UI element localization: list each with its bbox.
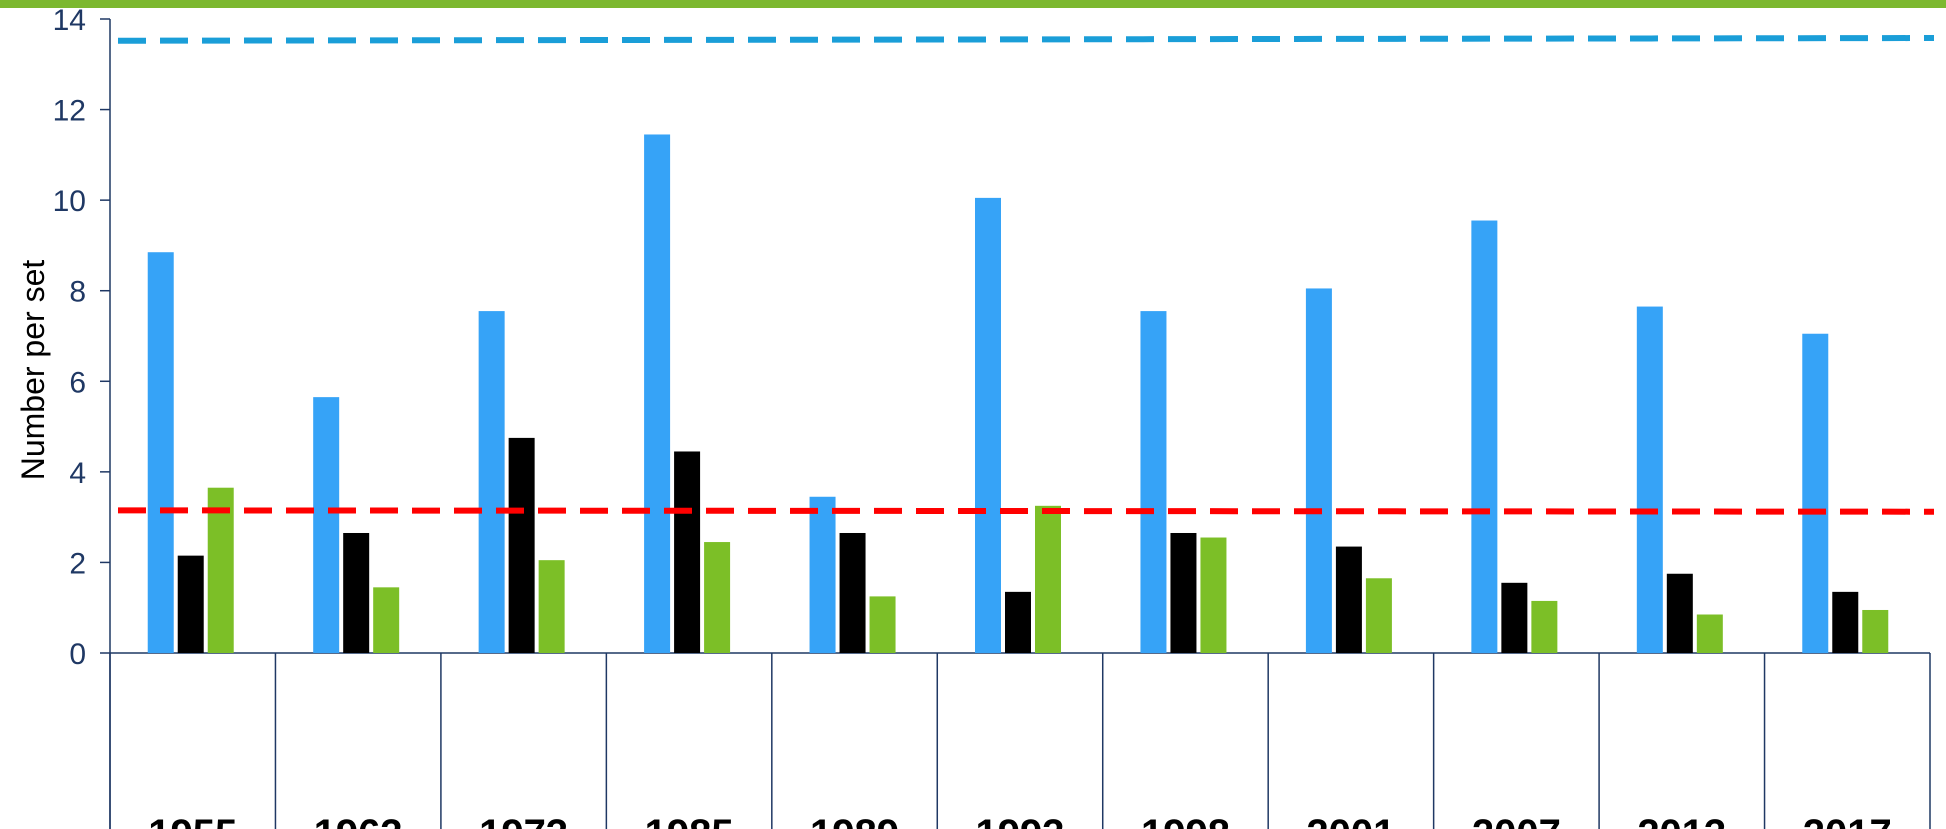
bar — [147, 252, 174, 653]
bar — [207, 487, 234, 653]
bar — [1666, 573, 1693, 653]
bar — [1200, 537, 1227, 653]
bar — [869, 596, 896, 653]
reference-line — [117, 35, 1935, 44]
top-accent-band — [0, 0, 1946, 8]
bar — [1140, 311, 1167, 653]
x-tick-label: 1998 — [1141, 812, 1230, 829]
bar — [704, 542, 731, 653]
x-tick-label: 1955 — [148, 812, 237, 829]
bar — [538, 560, 565, 653]
bar — [839, 532, 866, 653]
bar — [1696, 614, 1723, 653]
bar — [343, 532, 370, 653]
bar — [809, 496, 836, 653]
reference-line — [117, 507, 1935, 515]
y-tick-label: 8 — [69, 276, 86, 309]
y-tick-label: 10 — [53, 185, 86, 218]
y-tick-label: 14 — [53, 4, 86, 37]
y-axis-title: Number per set — [15, 260, 51, 481]
x-tick-label: 1989 — [810, 812, 899, 829]
reference-lines — [117, 35, 1935, 515]
bar — [1832, 591, 1859, 653]
bar — [1305, 288, 1332, 653]
bar — [177, 555, 204, 653]
x-tick-label: 1973 — [479, 812, 568, 829]
bar — [644, 134, 671, 653]
bar — [478, 311, 505, 653]
y-axis: 0 2 4 6 8 10 12 14 — [53, 4, 111, 829]
bar — [1636, 306, 1663, 653]
bar — [1335, 546, 1362, 653]
bar — [373, 587, 400, 653]
bar — [975, 197, 1001, 653]
bar — [1170, 532, 1197, 653]
bar — [1802, 333, 1829, 653]
x-tick-label: 2017 — [1803, 812, 1892, 829]
y-tick-label: 12 — [53, 95, 86, 128]
bar — [674, 451, 701, 653]
bars — [147, 134, 1889, 653]
x-tick-label: 2001 — [1306, 812, 1395, 829]
y-tick-label: 0 — [69, 638, 86, 671]
x-tick-label: 1993 — [976, 812, 1065, 829]
x-tick-label: 1985 — [645, 812, 734, 829]
x-tick-label: 2013 — [1637, 812, 1726, 829]
x-tick-label: 2007 — [1472, 812, 1561, 829]
bar — [1531, 600, 1558, 653]
y-tick-label: 6 — [69, 366, 86, 399]
bar — [1862, 609, 1889, 653]
x-axis: 1955 1963 1973 1985 1989 1993 1998 2001 2007 2013… — [109, 652, 1931, 829]
bar — [508, 437, 535, 653]
y-tick-label: 2 — [69, 547, 86, 580]
bar — [313, 397, 340, 653]
x-tick-label: 1963 — [314, 812, 403, 829]
bar — [1471, 220, 1498, 653]
bar — [1365, 578, 1392, 653]
bar — [1501, 582, 1528, 653]
bar — [1005, 591, 1031, 653]
bar — [1035, 505, 1061, 653]
y-tick-label: 4 — [69, 457, 86, 490]
